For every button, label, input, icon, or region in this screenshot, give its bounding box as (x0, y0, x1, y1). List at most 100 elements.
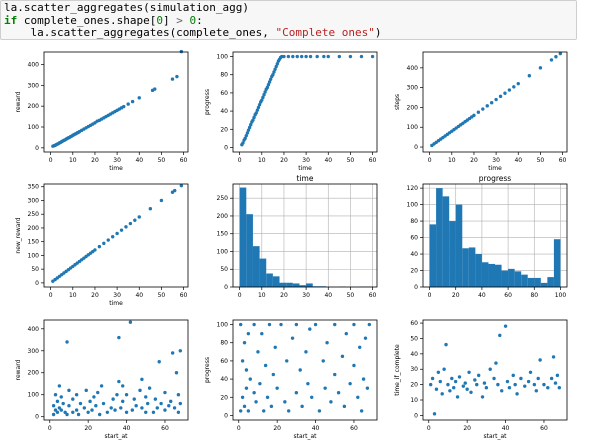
chart-1-xtick-label: 40 (135, 157, 143, 164)
chart-8-point (321, 359, 325, 363)
chart-8-ytick-label: 0 (224, 412, 228, 419)
chart-2-point (241, 141, 245, 145)
chart-7-point (94, 404, 98, 408)
chart-7-point (55, 399, 60, 404)
chart-9-point (557, 385, 562, 390)
chart-9-point (494, 361, 498, 365)
chart-4-point (148, 207, 153, 211)
chart-9-point (465, 387, 469, 391)
plot-output: 0 10 20 30 40 50 60 0 100 200 300 400 time reward 0 10 2… (0, 44, 592, 447)
chart-7-point (174, 371, 179, 375)
chart-5-ytick-label: 100 (217, 248, 229, 255)
chart-4-point (115, 231, 119, 236)
chart-9-point (546, 385, 550, 390)
chart-4-point (133, 218, 137, 222)
chart-7-point (97, 412, 102, 417)
chart-9-ytick-label: 60 (410, 320, 418, 327)
code-text: la.scatter_aggregates(complete_ones, (4, 26, 276, 39)
chart-8-point (325, 341, 329, 345)
chart-6-ytick-label: 0 (414, 284, 418, 291)
code-string: "Complete ones" (275, 26, 375, 39)
chart-9-ytick-label: 30 (410, 366, 418, 373)
chart-8-point (333, 322, 337, 327)
chart-8-point (361, 377, 366, 381)
code-text: ] (162, 13, 177, 27)
chart-7-point (57, 384, 62, 388)
chart-7-point (65, 412, 69, 417)
chart-2-ytick-label: 100 (217, 54, 229, 61)
chart-8-point (306, 381, 310, 386)
chart-7-point (86, 410, 90, 415)
chart-9-point (536, 376, 540, 381)
chart-6-bar (534, 277, 541, 287)
chart-4-xlabel: time (109, 300, 123, 307)
chart-7-ylabel: reward (15, 359, 22, 380)
chart-7-point (167, 404, 171, 408)
chart-4-point (93, 248, 97, 252)
chart-7-ytick-label: 300 (28, 348, 40, 355)
chart-9-ytick-label: 20 (410, 382, 418, 389)
chart-2-point (255, 108, 260, 112)
chart-6-xtick-label: 20 (452, 292, 460, 299)
chart-7-point (157, 360, 161, 364)
chart-4-xtick-label: 40 (135, 292, 143, 299)
chart-8-point (294, 322, 299, 327)
chart-4-xtick-label: 10 (69, 292, 77, 299)
chart-7-point (65, 340, 69, 344)
chart-2-point (291, 54, 295, 59)
chart-9-point (553, 381, 558, 385)
code-cell[interactable]: la.scatter_aggregates(simulation_agg) if… (0, 0, 577, 40)
chart-9-point (457, 375, 462, 379)
chart-8-point (271, 372, 276, 377)
chart-9-xtick-label: 20 (463, 425, 471, 432)
chart-7-point (105, 410, 110, 415)
chart-5-bar (286, 282, 293, 287)
chart-2-point (295, 54, 299, 59)
chart-6-xtick-label: 100 (555, 292, 567, 299)
chart-9-xlabel: start_at (483, 433, 507, 440)
chart-9-point (446, 382, 450, 387)
chart-9-point (484, 385, 489, 390)
chart-9-point (453, 379, 458, 384)
chart-7-point (132, 397, 136, 401)
chart-9-point (444, 342, 448, 347)
chart-7-point (153, 397, 158, 401)
chart-4-xtick-label: 50 (158, 292, 166, 299)
chart-7-point (71, 397, 75, 401)
chart-8-point (298, 368, 302, 372)
chart-9-point (482, 381, 487, 385)
chart-9-point (467, 370, 471, 375)
chart-5-xtick-label: 0 (238, 292, 242, 299)
chart-6-bar (475, 254, 482, 287)
chart-1-ytick-label: 100 (28, 124, 40, 131)
code-text: complete_ones.shape[ (17, 13, 157, 27)
chart-7-ytick-label: 200 (28, 370, 40, 377)
chart-7-point (51, 404, 56, 408)
chart-8-point (367, 322, 372, 327)
chart-3-point (485, 104, 489, 108)
chart-9-point (500, 389, 504, 393)
chart-8-point (340, 354, 345, 359)
chart-7-point (178, 349, 183, 353)
chart-5-xtick-label: 50 (347, 292, 355, 299)
chart-8-ylabel: progress (204, 357, 211, 383)
chart-2-point (326, 54, 330, 59)
chart-2-point (370, 54, 375, 59)
chart-5-ytick-label: 0 (224, 284, 228, 291)
chart-3-xlabel: time (488, 165, 502, 172)
code-line-1: la.scatter_aggregates(simulation_agg) (4, 1, 250, 14)
chart-2-xtick-label: 0 (238, 157, 242, 164)
chart-8-point (242, 404, 247, 409)
chart-7-ytick-label: 100 (28, 392, 40, 399)
chart-8-point (290, 336, 295, 340)
chart-8-xtick-label: 0 (237, 425, 241, 432)
chart-2-point (304, 54, 308, 59)
code-text: ) (374, 26, 382, 39)
chart-6-xtick-label: 40 (478, 292, 486, 299)
chart-2-point (247, 125, 252, 130)
chart-7-point (109, 406, 113, 410)
chart-8-point (352, 363, 356, 368)
chart-6-bar (495, 264, 502, 287)
code-line-3: la.scatter_aggregates(complete_ones, "Co… (4, 26, 382, 39)
chart-8-point (308, 327, 312, 331)
